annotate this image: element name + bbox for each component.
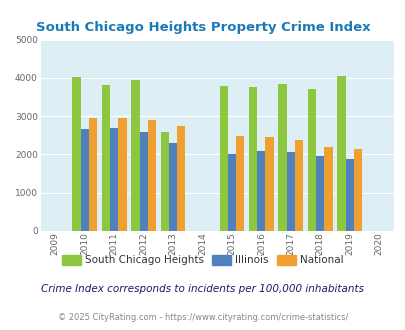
Bar bbox=[345, 159, 353, 231]
Bar bbox=[168, 143, 177, 231]
Bar bbox=[160, 132, 168, 231]
Bar bbox=[147, 120, 156, 231]
Bar bbox=[177, 126, 185, 231]
Bar bbox=[72, 77, 81, 231]
Bar bbox=[102, 85, 110, 231]
Bar bbox=[118, 118, 126, 231]
Bar bbox=[337, 76, 345, 231]
Bar bbox=[265, 137, 273, 231]
Bar bbox=[307, 89, 315, 231]
Bar bbox=[235, 136, 244, 231]
Bar bbox=[286, 152, 294, 231]
Bar bbox=[110, 128, 118, 231]
Bar bbox=[131, 80, 139, 231]
Text: South Chicago Heights Property Crime Index: South Chicago Heights Property Crime Ind… bbox=[36, 21, 369, 34]
Bar bbox=[248, 87, 257, 231]
Bar bbox=[324, 147, 332, 231]
Bar bbox=[139, 132, 147, 231]
Text: Crime Index corresponds to incidents per 100,000 inhabitants: Crime Index corresponds to incidents per… bbox=[41, 284, 364, 294]
Bar bbox=[227, 154, 235, 231]
Bar bbox=[353, 149, 361, 231]
Bar bbox=[89, 118, 97, 231]
Text: © 2025 CityRating.com - https://www.cityrating.com/crime-statistics/: © 2025 CityRating.com - https://www.city… bbox=[58, 313, 347, 322]
Bar bbox=[294, 140, 303, 231]
Bar bbox=[81, 129, 89, 231]
Bar bbox=[278, 84, 286, 231]
Bar bbox=[315, 155, 324, 231]
Legend: South Chicago Heights, Illinois, National: South Chicago Heights, Illinois, Nationa… bbox=[58, 251, 347, 270]
Bar bbox=[219, 86, 227, 231]
Bar bbox=[257, 151, 265, 231]
